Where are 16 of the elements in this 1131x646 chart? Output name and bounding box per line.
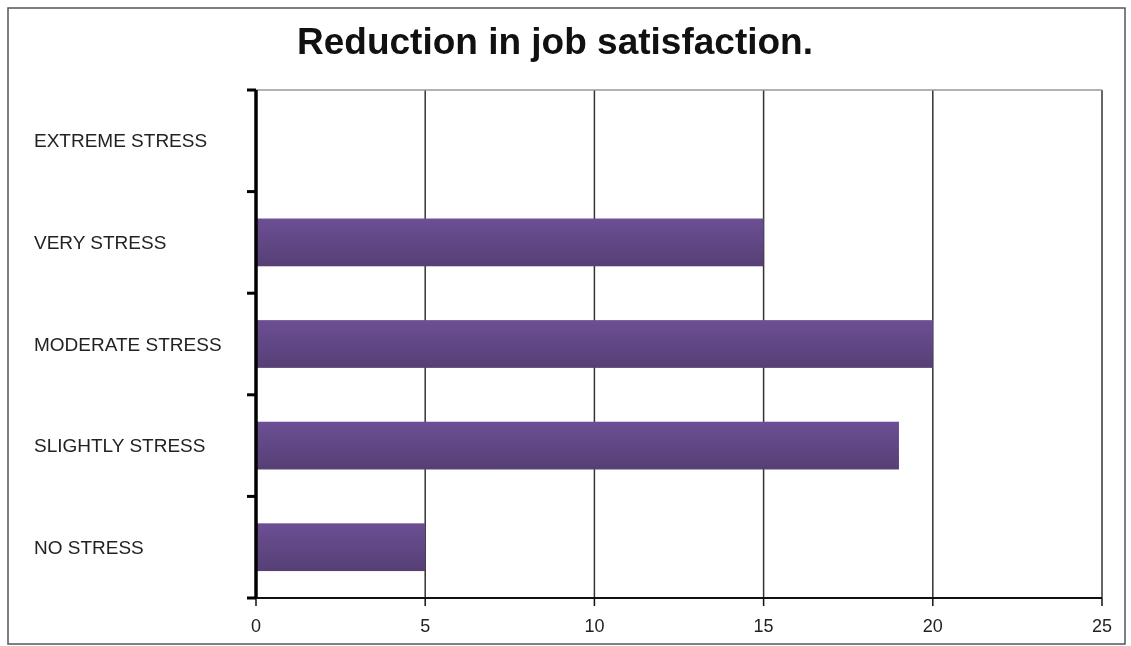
chart-title: Reduction in job satisfaction. bbox=[297, 21, 813, 62]
x-tick-label: 0 bbox=[250, 616, 262, 636]
bar bbox=[256, 320, 933, 368]
y-tick-label: MODERATE STRESS bbox=[34, 333, 222, 355]
x-tick-label: 20 bbox=[922, 616, 943, 636]
x-tick-label: 5 bbox=[420, 616, 431, 636]
y-tick-label: SLIGHTLY STRESS bbox=[34, 435, 206, 457]
x-tick-label: 15 bbox=[753, 616, 774, 636]
x-tick-label: 25 bbox=[1091, 616, 1113, 636]
bar bbox=[256, 523, 426, 572]
bar bbox=[256, 421, 899, 470]
y-tick-label: NO STRESS bbox=[34, 536, 144, 558]
y-tick-label: EXTREME STRESS bbox=[34, 130, 208, 152]
y-tick-label: VERY STRESS bbox=[34, 231, 167, 253]
x-tick-label: 10 bbox=[584, 616, 605, 636]
bar bbox=[256, 218, 764, 267]
